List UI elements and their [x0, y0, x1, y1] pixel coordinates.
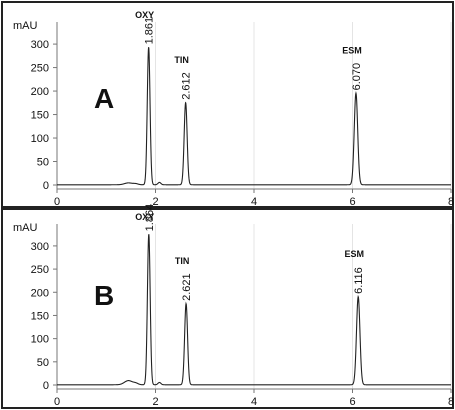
- panel-frame: [1, 1, 454, 208]
- x-tick-label: 6: [349, 396, 355, 408]
- peak-retention-time-label: 1.861: [144, 17, 156, 45]
- y-axis-label: mAU: [13, 222, 38, 234]
- peak-compound-label: OXY: [135, 10, 154, 20]
- y-tick-label: 200: [31, 86, 49, 98]
- y-tick-label: 50: [37, 357, 49, 369]
- y-tick-label: 250: [31, 63, 49, 75]
- y-tick-label: 100: [31, 334, 49, 346]
- y-tick-label: 200: [31, 287, 49, 299]
- y-tick-label: 50: [37, 157, 49, 169]
- y-tick-label: 0: [43, 380, 49, 392]
- y-tick-label: 150: [31, 310, 49, 322]
- x-tick-label: 2: [152, 196, 158, 208]
- y-tick-label: 300: [31, 241, 49, 253]
- y-tick-label: 100: [31, 133, 49, 145]
- y-tick-label: 150: [31, 110, 49, 122]
- peak-compound-label: OXY: [135, 212, 154, 222]
- y-axis-label: mAU: [13, 20, 38, 32]
- x-tick-label: 4: [251, 196, 257, 208]
- peak-retention-time-label: 6.070: [351, 63, 363, 91]
- x-tick-label: 6: [349, 196, 355, 208]
- y-tick-label: 250: [31, 264, 49, 276]
- panel-letter: B: [94, 280, 114, 311]
- panel-frame: [1, 208, 454, 409]
- y-tick-label: 300: [31, 39, 49, 51]
- x-tick-label: 4: [251, 396, 257, 408]
- y-tick-label: 0: [43, 180, 49, 192]
- peak-retention-time-label: 6.116: [353, 267, 365, 294]
- x-tick-label: 0: [54, 396, 60, 408]
- x-tick-label: 8: [448, 396, 454, 408]
- peak-compound-label: TIN: [174, 55, 189, 65]
- x-tick-label: 2: [152, 396, 158, 408]
- peak-retention-time-label: 1.864: [144, 204, 156, 232]
- x-tick-label: 8: [448, 196, 454, 208]
- chromatogram-trace: [57, 234, 451, 386]
- x-tick-label: 0: [54, 196, 60, 208]
- peak-compound-label: TIN: [175, 256, 190, 266]
- panel-letter: A: [94, 83, 114, 114]
- peak-retention-time-label: 2.612: [181, 72, 193, 100]
- chromatogram-trace: [57, 47, 451, 186]
- peak-compound-label: ESM: [342, 45, 362, 55]
- peak-compound-label: ESM: [344, 249, 364, 259]
- peak-retention-time-label: 2.621: [181, 273, 193, 301]
